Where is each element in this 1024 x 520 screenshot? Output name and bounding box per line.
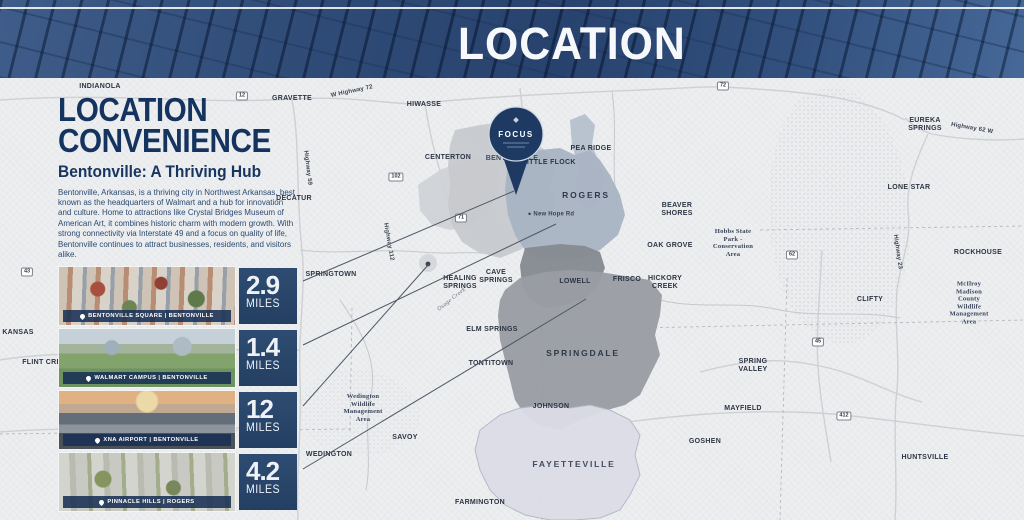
distance-value: 1.4 bbox=[246, 332, 280, 363]
pin-label: FOCUS bbox=[498, 130, 534, 139]
map-label: HICKORY CREEK bbox=[647, 274, 683, 290]
route-shield: 43 bbox=[20, 267, 34, 277]
landmark-row: XNA AIRPORT | BENTONVILLE 12 MILES bbox=[58, 390, 304, 451]
landmark-name: BENTONVILLE SQUARE | BENTONVILLE bbox=[88, 313, 214, 320]
photo-bentonville-square: BENTONVILLE SQUARE | BENTONVILLE bbox=[58, 266, 236, 327]
distance-badge: 4.2 MILES bbox=[239, 454, 297, 511]
photo-walmart-campus: WALMART CAMPUS | BENTONVILLE bbox=[58, 328, 236, 389]
distance-unit: MILES bbox=[246, 298, 281, 311]
map-label: EUREKA SPRINGS bbox=[908, 116, 942, 132]
map-label: Hobbs State Park - Conservation Area bbox=[712, 227, 754, 258]
map-label: McIlroy Madison County Wildlife Manageme… bbox=[949, 280, 989, 326]
heading-line2: CONVENIENCE bbox=[58, 122, 271, 160]
map-label: FRISCO bbox=[612, 275, 642, 283]
map-label: SPRINGTOWN bbox=[305, 270, 357, 278]
panel-heading: LOCATION CONVENIENCE bbox=[58, 91, 279, 160]
slide-title: LOCATION bbox=[458, 18, 686, 69]
route-shield: 45 bbox=[811, 337, 825, 347]
map-label: CAVE SPRINGS bbox=[479, 268, 513, 284]
map-label: OAK GROVE bbox=[647, 241, 693, 249]
map-label: CLIFTY bbox=[856, 295, 884, 303]
panel-subtitle: Bentonville: A Thriving Hub bbox=[58, 162, 262, 181]
left-panel: LOCATION CONVENIENCE Bentonville: A Thri… bbox=[58, 91, 304, 514]
map-label: PEA RIDGE bbox=[570, 144, 612, 152]
heading-line1: LOCATION bbox=[58, 91, 208, 128]
map-label: Highway 23 bbox=[892, 234, 903, 270]
panel-body: Bentonville, Arkansas, is a thriving cit… bbox=[58, 187, 295, 260]
map-label: ● New Hope Rd bbox=[527, 211, 575, 218]
pin-icon bbox=[85, 374, 93, 382]
map-label: Wedington Wildlife Management Area bbox=[343, 392, 383, 423]
map-label: CENTERTON bbox=[424, 153, 472, 161]
map-label: ROCKHOUSE bbox=[953, 248, 1003, 256]
landmark-name: XNA AIRPORT | BENTONVILLE bbox=[103, 437, 199, 444]
map-label: ELM SPRINGS bbox=[466, 325, 518, 333]
map-label: HIWASSE bbox=[406, 100, 442, 108]
map-label: MAYFIELD bbox=[724, 404, 762, 412]
photo-caption: BENTONVILLE SQUARE | BENTONVILLE bbox=[63, 310, 231, 323]
photo-pinnacle-hills: PINNACLE HILLS | ROGERS bbox=[58, 452, 236, 513]
map-label: SPRING VALLEY bbox=[738, 357, 768, 373]
distance-value: 4.2 bbox=[246, 456, 280, 487]
photo-caption: PINNACLE HILLS | ROGERS bbox=[63, 496, 231, 509]
map-label: Highway 62 W bbox=[950, 121, 994, 136]
pin-icon bbox=[79, 312, 87, 320]
map-label: Highway 112 bbox=[382, 222, 395, 262]
landmark-row: PINNACLE HILLS | ROGERS 4.2 MILES bbox=[58, 452, 304, 513]
map-label: W Highway 72 bbox=[330, 84, 374, 99]
landmark-name: WALMART CAMPUS | BENTONVILLE bbox=[94, 375, 208, 382]
map-label: SAVOY bbox=[392, 433, 418, 441]
map-label: BEAVER SHORES bbox=[661, 201, 693, 217]
map-label: FAYETTEVILLE bbox=[532, 459, 616, 470]
map-label: LOWELL bbox=[559, 277, 591, 285]
photo-xna-airport: XNA AIRPORT | BENTONVILLE bbox=[58, 390, 236, 451]
landmark-row: BENTONVILLE SQUARE | BENTONVILLE 2.9 MIL… bbox=[58, 266, 304, 327]
route-shield: 102 bbox=[388, 172, 404, 182]
map-label: WEDINGTON bbox=[305, 450, 353, 458]
map-label: JOHNSON bbox=[532, 402, 570, 410]
title-banner-center: LOCATION bbox=[398, 9, 746, 78]
photo-caption: WALMART CAMPUS | BENTONVILLE bbox=[63, 372, 231, 385]
distance-unit: MILES bbox=[246, 422, 281, 435]
map-label: GOSHEN bbox=[688, 437, 722, 445]
landmark-row: WALMART CAMPUS | BENTONVILLE 1.4 MILES bbox=[58, 328, 304, 389]
distance-badge: 2.9 MILES bbox=[239, 268, 297, 325]
focus-map-pin: FOCUS bbox=[486, 103, 546, 198]
pin-icon bbox=[98, 498, 106, 506]
landmark-name: PINNACLE HILLS | ROGERS bbox=[107, 499, 195, 506]
title-banner: LOCATION bbox=[0, 0, 1024, 78]
distance-unit: MILES bbox=[246, 484, 281, 497]
map-label: INDIANOLA bbox=[79, 82, 121, 90]
route-shield: 71 bbox=[454, 213, 468, 223]
pin-icon bbox=[94, 436, 102, 444]
map-label: FARMINGTON bbox=[455, 498, 505, 506]
landmark-list: BENTONVILLE SQUARE | BENTONVILLE 2.9 MIL… bbox=[58, 266, 304, 513]
map-label: HUNTSVILLE bbox=[901, 453, 949, 461]
map-label: SPRINGDALE bbox=[546, 348, 620, 359]
distance-value: 12 bbox=[246, 394, 274, 425]
map-label: KANSAS bbox=[2, 328, 34, 336]
route-shield: 72 bbox=[716, 81, 730, 91]
map-label: TONTITOWN bbox=[468, 359, 514, 367]
distance-badge: 12 MILES bbox=[239, 392, 297, 449]
map-label: ROGERS bbox=[562, 190, 610, 201]
route-shield: 62 bbox=[785, 250, 799, 260]
route-shield: 412 bbox=[836, 411, 852, 421]
distance-badge: 1.4 MILES bbox=[239, 330, 297, 387]
photo-caption: XNA AIRPORT | BENTONVILLE bbox=[63, 434, 231, 447]
map-label: LONE STAR bbox=[887, 183, 931, 191]
distance-unit: MILES bbox=[246, 360, 281, 373]
distance-value: 2.9 bbox=[246, 270, 280, 301]
